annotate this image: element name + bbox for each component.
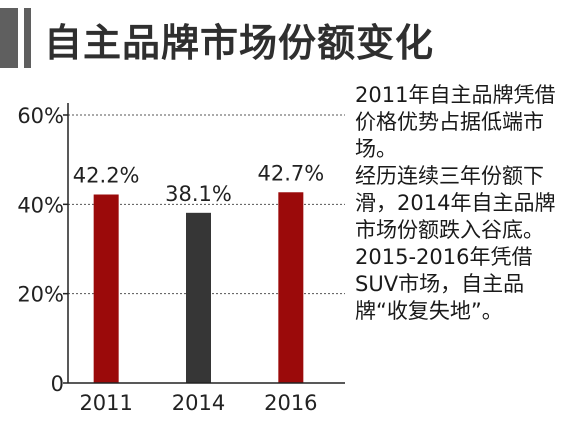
title-accent-stripe	[24, 8, 31, 68]
annotation-text: 2011年自主品牌凭借价格优势占据低端市场。 经历连续三年份额下滑，2014年自…	[355, 82, 570, 325]
note-1: 2011年自主品牌凭借价格优势占据低端市场。	[355, 83, 556, 161]
note-2: 经历连续三年份额下滑，2014年自主品牌市场份额跌入谷底。	[355, 164, 556, 242]
x-tick-label: 2011	[79, 391, 132, 415]
x-tick-label: 2014	[172, 391, 225, 415]
page-title: 自主品牌市场份额变化	[44, 21, 435, 65]
bar-2016	[278, 192, 304, 383]
bar-2014	[186, 212, 211, 383]
y-tick-label: 0	[51, 372, 64, 396]
bar-2011	[93, 194, 119, 383]
x-tick-label: 2016	[264, 391, 317, 415]
value-label: 38.1%	[165, 182, 232, 206]
y-tick-label: 60%	[17, 104, 64, 128]
title-accent-bar	[0, 8, 18, 68]
y-tick-label: 40%	[17, 193, 64, 217]
value-label: 42.2%	[73, 164, 140, 188]
value-labels: 42.2% 38.1% 42.7%	[73, 161, 324, 206]
value-label: 42.7%	[257, 161, 324, 185]
bars	[93, 192, 304, 383]
bar-chart: 42.2% 38.1% 42.7% 0 20% 40% 60% 2011 2014 2016	[17, 103, 345, 415]
axes: 0 20% 40% 60% 2011 2014 2016	[17, 103, 345, 415]
note-3: 2015-2016年凭借SUV市场，自主品牌“收复失地”。	[355, 245, 533, 323]
y-tick-label: 20%	[17, 283, 64, 307]
title-bar: 自主品牌市场份额变化	[0, 0, 575, 78]
